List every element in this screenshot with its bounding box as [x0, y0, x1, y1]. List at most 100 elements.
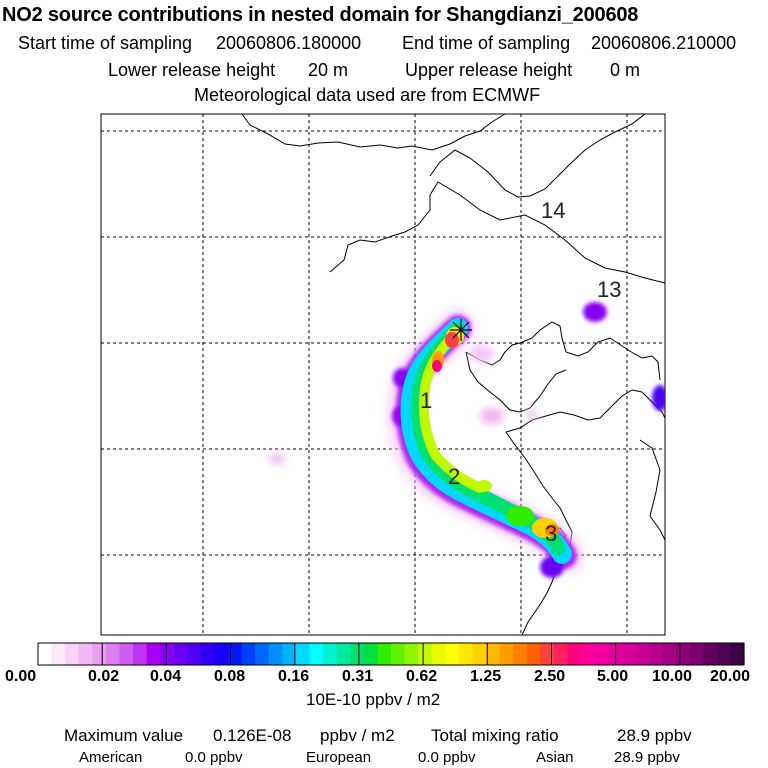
colorbar-cell: [635, 643, 650, 665]
colorbar-cell: [51, 643, 66, 665]
colorbar-tick-label: 0.31: [342, 668, 374, 685]
colorbar-units: 10E-10 ppbv / m2: [306, 690, 441, 709]
colorbar-cell: [472, 643, 487, 665]
colorbar-cell: [228, 643, 243, 665]
colorbar-cell: [716, 643, 732, 665]
colorbar-cell: [431, 643, 446, 665]
colorbar-cell: [540, 643, 555, 665]
colorbar-cell: [255, 643, 270, 665]
start-time-value: 20060806.180000: [216, 33, 362, 53]
trajectory-label-3: 3: [545, 521, 557, 546]
colorbar-cell: [553, 643, 569, 665]
map-panel: 1 2 3 13 14: [100, 113, 666, 636]
coastline-korea: [639, 439, 665, 541]
colorbar-cell: [377, 643, 392, 665]
colorbar-tick-label: 0.02: [88, 668, 120, 685]
colorbar-cell: [295, 643, 311, 665]
european-label: European: [306, 749, 372, 766]
colorbar-cell: [499, 643, 514, 665]
colorbar-cell: [200, 643, 216, 665]
border-east: [429, 114, 646, 198]
colorbar-cell: [38, 643, 53, 665]
max-value-label: Maximum value: [64, 726, 184, 745]
colorbar-cell: [241, 643, 256, 665]
country-border: [241, 114, 506, 151]
colorbar-tick-label: 20.00: [710, 668, 751, 685]
lower-release-label: Lower release height: [108, 60, 276, 80]
colorbar-cell: [486, 643, 501, 665]
colorbar-cell: [336, 643, 351, 665]
contribution-field: 1 2 3 13 14: [269, 198, 665, 578]
colorbar-cell: [309, 643, 324, 665]
colorbar-cell: [160, 643, 175, 665]
colorbar-cell: [730, 643, 745, 665]
trajectory-label-13: 13: [597, 277, 621, 302]
colorbar-cell: [78, 643, 93, 665]
upper-release-value: 0 m: [610, 60, 641, 80]
upper-release-label: Upper release height: [405, 60, 573, 80]
colorbar-cell: [621, 643, 636, 665]
colorbar-cell: [662, 643, 677, 665]
colorbar-cell: [105, 643, 121, 665]
american-label: American: [79, 749, 143, 766]
chart-title: NO2 source contributions in nested domai…: [2, 4, 639, 26]
colorbar: [38, 643, 745, 665]
met-data-label: Meteorological data used are from ECMWF: [194, 85, 541, 105]
coastline-bohai: [465, 321, 661, 381]
colorbar-tick-label: 2.50: [534, 668, 566, 685]
colorbar-tick-label: 10.00: [652, 668, 693, 685]
inner-boundary: [329, 181, 665, 284]
european-value: 0.0 ppbv: [418, 749, 476, 766]
colorbar-cell: [418, 643, 433, 665]
max-value: 0.126E-08: [213, 726, 292, 745]
colorbar-cell: [676, 643, 691, 665]
colorbar-tick-label: 0.04: [150, 668, 182, 685]
colorbar-cell: [703, 643, 718, 665]
colorbar-tick-label: 0.62: [406, 668, 438, 685]
colorbar-cell: [513, 643, 528, 665]
colorbar-cell: [404, 643, 419, 665]
lower-release-value: 20 m: [308, 60, 349, 80]
trajectory-label-1: 1: [420, 388, 432, 413]
asian-label: Asian: [536, 749, 574, 766]
colorbar-cell: [187, 643, 202, 665]
colorbar-cell: [567, 643, 582, 665]
colorbar-cell: [282, 643, 297, 665]
colorbar-tick-label: 5.00: [597, 668, 629, 685]
colorbar-cell: [146, 643, 161, 665]
colorbar-frame: [37, 642, 745, 666]
colorbar-cell: [350, 643, 365, 665]
source-site-marker: [450, 319, 472, 341]
colorbar-tick-label: 0.08: [214, 668, 246, 685]
coastline-shandong: [505, 389, 665, 433]
plume-core: [400, 318, 572, 564]
start-time-label: Start time of sampling: [18, 33, 193, 53]
colorbar-cell: [133, 643, 148, 665]
colorbar-cell: [363, 643, 379, 665]
asian-value: 28.9 ppbv: [614, 749, 680, 766]
end-time-value: 20060806.210000: [591, 33, 737, 53]
colorbar-cell: [92, 643, 107, 665]
coastline-bay: [465, 351, 567, 413]
colorbar-cell: [594, 643, 609, 665]
colorbar-tick-label: 1.25: [470, 668, 502, 685]
total-mixing-label: Total mixing ratio: [431, 726, 559, 745]
colorbar-dividers: [101, 643, 681, 665]
colorbar-tick-label: 0.16: [278, 668, 310, 685]
colorbar-cell: [173, 643, 188, 665]
colorbar-cell: [65, 643, 80, 665]
colorbar-cell: [445, 643, 460, 665]
colorbar-tick-label: 0.00: [5, 668, 37, 685]
colorbar-cell: [214, 643, 229, 665]
colorbar-cell: [391, 643, 406, 665]
colorbar-cell: [268, 643, 283, 665]
trajectory-label-2: 2: [448, 464, 460, 489]
colorbar-cell: [581, 643, 596, 665]
colorbar-cell: [526, 643, 541, 665]
colorbar-cell: [323, 643, 338, 665]
colorbar-cell: [689, 643, 704, 665]
colorbar-cell: [119, 643, 134, 665]
max-value-unit: ppbv / m2: [320, 726, 395, 745]
trajectory-label-14: 14: [541, 198, 565, 223]
